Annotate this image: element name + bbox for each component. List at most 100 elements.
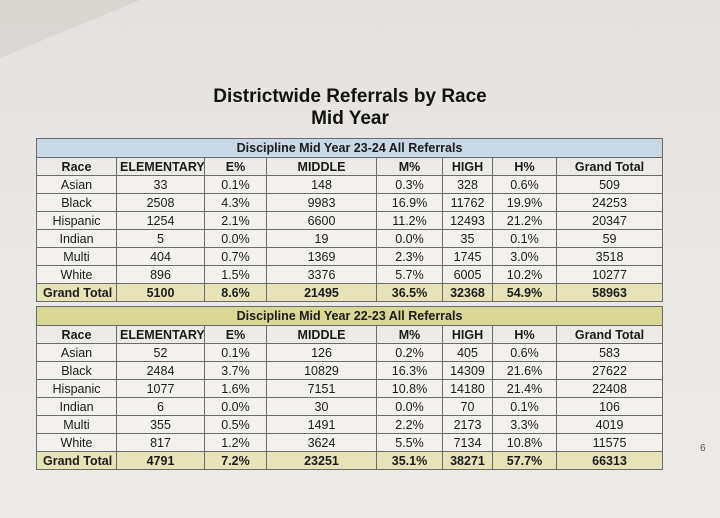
table-cell: 6600: [266, 211, 377, 230]
table-row: Hispanic 1254 2.1% 6600 11.2% 12493 21.2% 20347: [36, 211, 664, 230]
table-cell: 4.3%: [204, 193, 267, 212]
table-cell: 0.1%: [492, 397, 557, 416]
race-label: Asian: [36, 343, 117, 362]
table-cell: 10.8%: [376, 379, 443, 398]
grand-total-cell: 35.1%: [376, 451, 443, 470]
grand-total-row: Grand Total 5100 8.6% 21495 36.5% 32368 54.9% 5…: [36, 283, 664, 302]
race-label: Hispanic: [36, 211, 117, 230]
table-cell: 3.0%: [492, 247, 557, 266]
table-cell: 59: [555, 229, 664, 248]
table-cell: 7151: [266, 379, 377, 398]
table-cell: 70: [442, 397, 493, 416]
table-cell: 355: [116, 415, 205, 434]
table-cell: 11762: [442, 193, 493, 212]
grand-total-cell: 57.7%: [492, 451, 557, 470]
race-label: Hispanic: [36, 379, 117, 398]
table-cell: 19: [266, 229, 377, 248]
table-cell: 33: [116, 175, 205, 194]
table-cell: 1254: [116, 211, 205, 230]
table-cell: 19.9%: [492, 193, 557, 212]
table-cell: 2.2%: [376, 415, 443, 434]
table-cell: 0.0%: [376, 397, 443, 416]
table-cell: 10.2%: [492, 265, 557, 284]
column-header: Grand Total: [555, 157, 664, 176]
table-cell: 6: [116, 397, 205, 416]
table-cell: 30: [266, 397, 377, 416]
table-cell: 14180: [442, 379, 493, 398]
table-cell: 5.7%: [376, 265, 443, 284]
race-label: White: [36, 433, 117, 452]
table-cell: 4019: [555, 415, 664, 434]
column-header: MIDDLE: [266, 157, 377, 176]
table-cell: 404: [116, 247, 205, 266]
table-banner: Discipline Mid Year 22-23 All Referrals: [35, 306, 664, 326]
race-label: Black: [36, 193, 117, 212]
table-row: Indian 5 0.0% 19 0.0% 35 0.1% 59: [36, 229, 664, 248]
table-row: White 896 1.5% 3376 5.7% 6005 10.2% 10277: [36, 265, 664, 284]
document-title: Districtwide Referrals by Race: [213, 86, 487, 107]
table-cell: 7134: [442, 433, 493, 452]
race-label: Black: [36, 361, 117, 380]
table-row: White 817 1.2% 3624 5.5% 7134 10.8% 11575: [36, 433, 664, 452]
column-header: Race: [36, 157, 117, 176]
table-cell: 11575: [555, 433, 664, 452]
table-cell: 16.3%: [376, 361, 443, 380]
table-cell: 10.8%: [492, 433, 557, 452]
table-cell: 3624: [266, 433, 377, 452]
table-cell: 405: [442, 343, 493, 362]
table-cell: 52: [116, 343, 205, 362]
race-label: Indian: [36, 397, 117, 416]
column-header: HIGH: [442, 157, 493, 176]
race-label: Multi: [36, 415, 117, 434]
grand-total-cell: 66313: [555, 451, 664, 470]
table-cell: 1369: [266, 247, 377, 266]
table-cell: 0.0%: [204, 397, 267, 416]
column-header: H%: [492, 325, 557, 344]
race-label: Asian: [36, 175, 117, 194]
table-cell: 3.7%: [204, 361, 267, 380]
table-cell: 2.1%: [204, 211, 267, 230]
table-row: Black 2484 3.7% 10829 16.3% 14309 21.6% 27622: [36, 361, 664, 380]
table-cell: 2508: [116, 193, 205, 212]
table-cell: 0.5%: [204, 415, 267, 434]
grand-total-cell: 23251: [266, 451, 377, 470]
table-header-row: Race ELEMENTARY E% MIDDLE M% HIGH H% Grand Tota…: [36, 157, 664, 176]
table-row: Black 2508 4.3% 9983 16.9% 11762 19.9% 24253: [36, 193, 664, 212]
table-cell: 5.5%: [376, 433, 443, 452]
table-cell: 27622: [555, 361, 664, 380]
table-banner: Discipline Mid Year 23-24 All Referrals: [35, 138, 664, 158]
race-label: Indian: [36, 229, 117, 248]
page-number: 6: [700, 443, 706, 454]
referrals-table-22-23: Discipline Mid Year 22-23 All Referrals R…: [35, 306, 664, 470]
table-cell: 0.3%: [376, 175, 443, 194]
table-cell: 14309: [442, 361, 493, 380]
column-header: E%: [204, 157, 267, 176]
column-header: HIGH: [442, 325, 493, 344]
table-row: Asian 52 0.1% 126 0.2% 405 0.6% 583: [36, 343, 664, 362]
table-cell: 0.1%: [204, 175, 267, 194]
table-cell: 126: [266, 343, 377, 362]
table-cell: 1.6%: [204, 379, 267, 398]
table-cell: 24253: [555, 193, 664, 212]
table-cell: 509: [555, 175, 664, 194]
race-label: White: [36, 265, 117, 284]
table-row: Indian 6 0.0% 30 0.0% 70 0.1% 106: [36, 397, 664, 416]
table-cell: 10829: [266, 361, 377, 380]
table-cell: 20347: [555, 211, 664, 230]
table-cell: 10277: [555, 265, 664, 284]
grand-total-label: Grand Total: [36, 451, 117, 470]
table-cell: 0.0%: [376, 229, 443, 248]
table-cell: 1.2%: [204, 433, 267, 452]
table-banner-row: Discipline Mid Year 23-24 All Referrals: [35, 138, 664, 158]
grand-total-row: Grand Total 4791 7.2% 23251 35.1% 38271 57.7% 6…: [36, 451, 664, 470]
table-cell: 0.6%: [492, 343, 557, 362]
column-header: Grand Total: [555, 325, 664, 344]
grand-total-cell: 21495: [266, 283, 377, 302]
column-header: M%: [376, 157, 443, 176]
table-cell: 1491: [266, 415, 377, 434]
table-cell: 2.3%: [376, 247, 443, 266]
table-cell: 21.2%: [492, 211, 557, 230]
table-cell: 583: [555, 343, 664, 362]
table-cell: 35: [442, 229, 493, 248]
table-cell: 1745: [442, 247, 493, 266]
